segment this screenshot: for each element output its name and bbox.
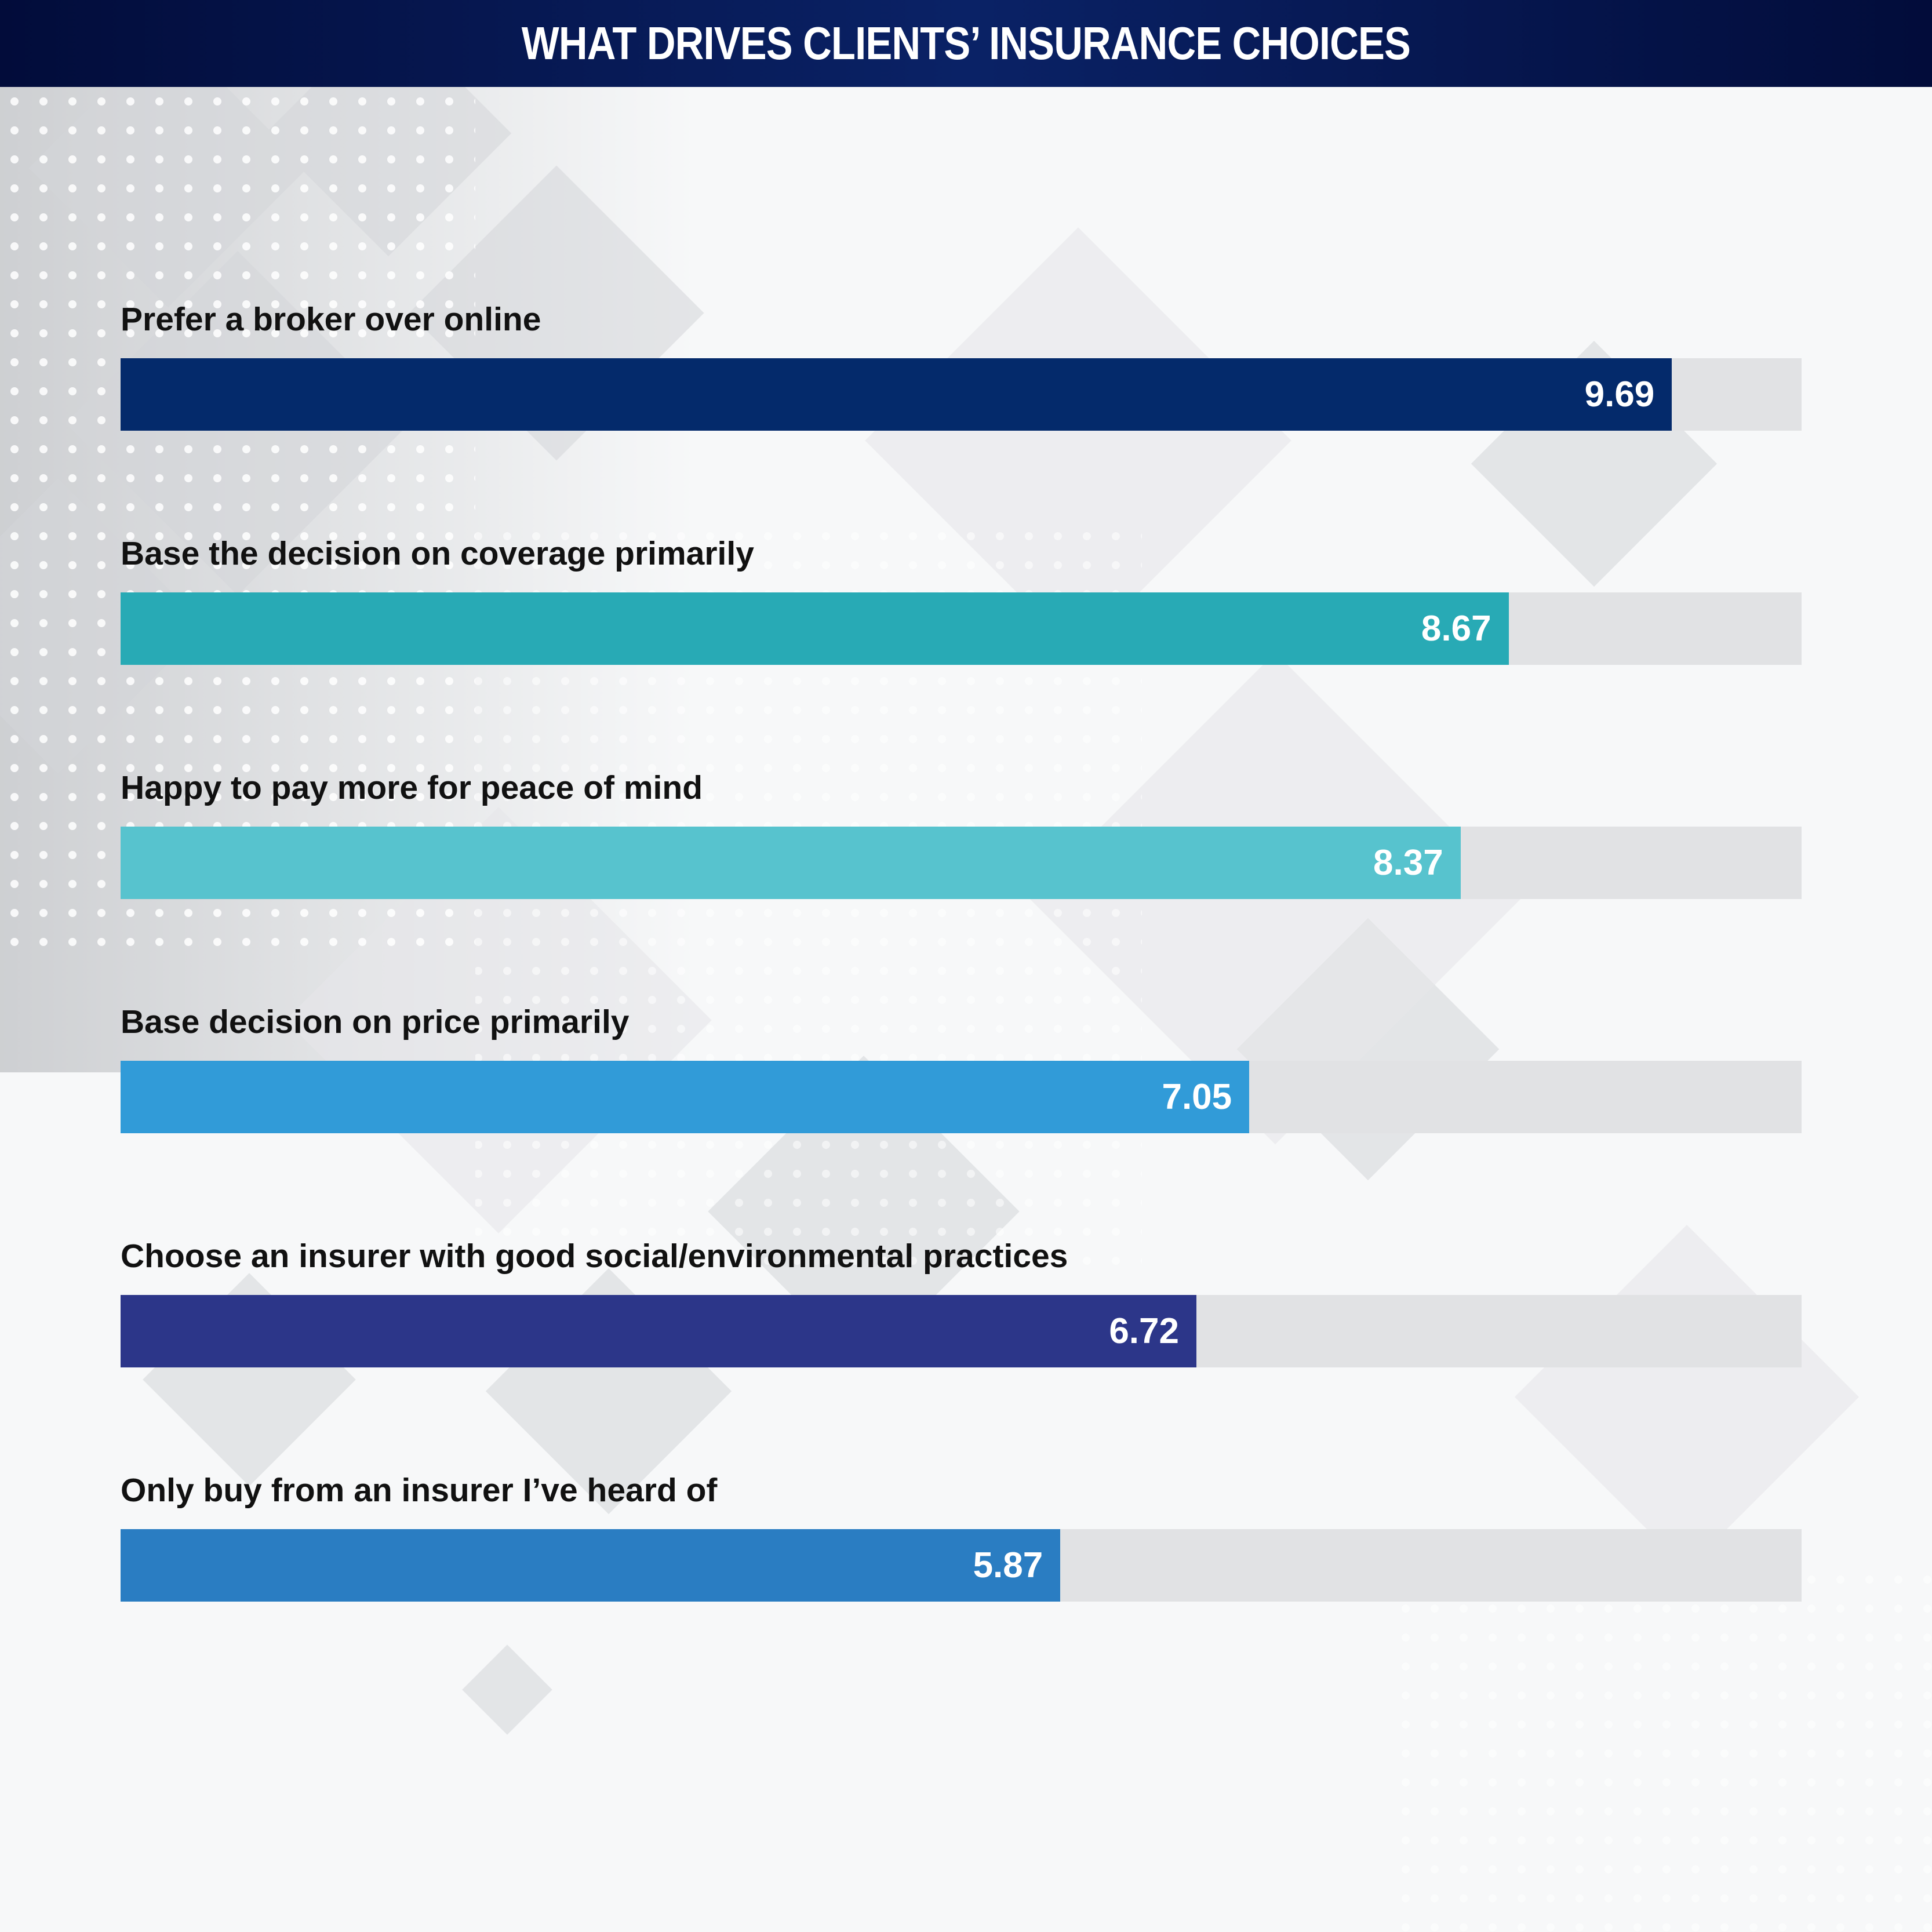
bar: 5.87 [121,1529,1061,1602]
bar-label: Base decision on price primarily [121,1003,630,1040]
bar: 8.67 [121,592,1509,665]
bar-track: 9.69 [121,358,1802,431]
page-title: WHAT DRIVES CLIENTS’ INSURANCE CHOICES [521,17,1411,69]
bar-track: 7.05 [121,1061,1802,1133]
bar: 6.72 [121,1295,1196,1367]
bar-value-label: 6.72 [1109,1311,1179,1351]
bar-label: Happy to pay more for peace of mind [121,769,703,806]
bar-label: Only buy from an insurer I’ve heard of [121,1472,718,1509]
bar-value-label: 8.67 [1421,609,1491,649]
bar-label: Prefer a broker over online [121,301,541,338]
bar-value-label: 5.87 [973,1545,1043,1585]
bar-track: 8.67 [121,592,1802,665]
bar-value-label: 7.05 [1162,1077,1232,1117]
header-bar: WHAT DRIVES CLIENTS’ INSURANCE CHOICES [0,0,1932,87]
bar-value-label: 9.69 [1584,374,1655,414]
bar: 9.69 [121,358,1672,431]
bar-track: 6.72 [121,1295,1802,1367]
bar-track: 5.87 [121,1529,1802,1602]
bar: 7.05 [121,1061,1250,1133]
bar-value-label: 8.37 [1373,843,1443,883]
bar-label: Choose an insurer with good social/envir… [121,1238,1068,1275]
bar: 8.37 [121,827,1461,899]
bar-track: 8.37 [121,827,1802,899]
bar-label: Base the decision on coverage primarily [121,535,754,572]
